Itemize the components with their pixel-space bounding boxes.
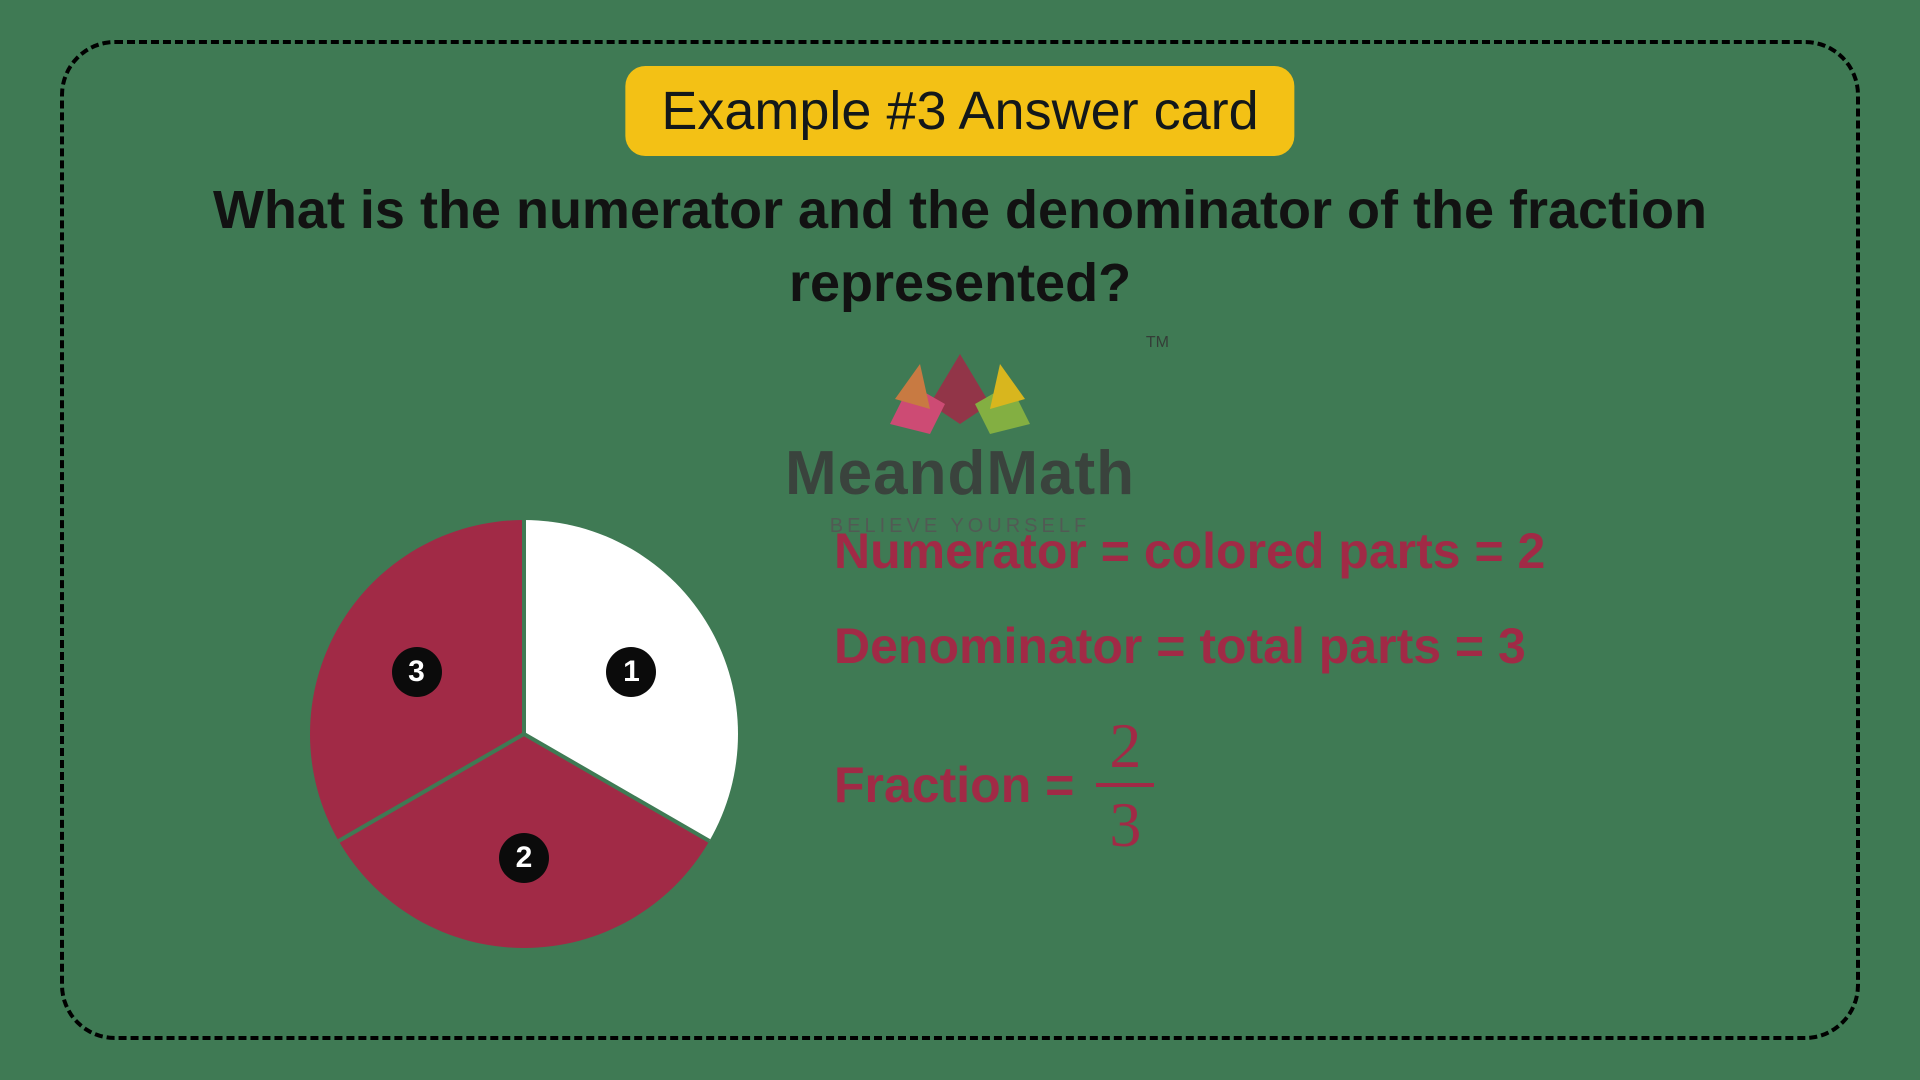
fraction-denominator: 3: [1109, 791, 1141, 858]
answer-block: Numerator = colored parts = 2 Denominato…: [834, 504, 1545, 858]
fraction-line: Fraction = 2 3: [834, 712, 1545, 858]
lotus-icon: [850, 334, 1070, 444]
numerator-line: Numerator = colored parts = 2: [834, 504, 1545, 599]
fraction-pie-chart: 123: [304, 514, 744, 954]
fraction-bar: [1096, 783, 1154, 787]
tm-label: TM: [1146, 334, 1169, 352]
fraction-numerator: 2: [1109, 712, 1141, 779]
fraction-label: Fraction =: [834, 738, 1074, 833]
pie-slice-label: 3: [392, 647, 442, 697]
answer-card: Example #3 Answer card What is the numer…: [60, 40, 1860, 1040]
pie-slice-label: 2: [499, 833, 549, 883]
fraction-value: 2 3: [1096, 712, 1154, 858]
card-title: Example #3 Answer card: [625, 66, 1294, 156]
brand-name: MeandMath: [785, 438, 1135, 509]
denominator-line: Denominator = total parts = 3: [834, 599, 1545, 694]
question-text: What is the numerator and the denominato…: [64, 174, 1856, 320]
